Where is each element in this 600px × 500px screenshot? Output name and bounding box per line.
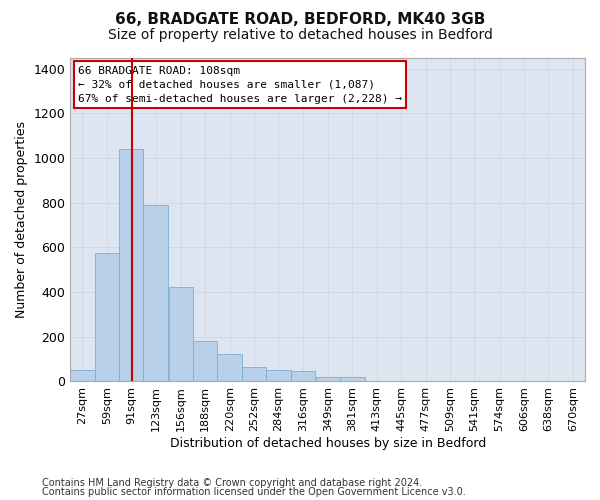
Bar [119,149,143,382]
Text: Contains HM Land Registry data © Crown copyright and database right 2024.: Contains HM Land Registry data © Crown c… [42,478,422,488]
Bar [95,253,119,382]
Bar [217,354,242,382]
Text: Contains public sector information licensed under the Open Government Licence v3: Contains public sector information licen… [42,487,466,497]
Bar [290,372,315,382]
Bar [340,377,365,382]
Text: 66 BRADGATE ROAD: 108sqm
← 32% of detached houses are smaller (1,087)
67% of sem: 66 BRADGATE ROAD: 108sqm ← 32% of detach… [78,66,402,104]
Bar [70,370,95,382]
Bar [169,286,193,382]
Bar [193,341,217,382]
Bar [143,205,168,382]
Bar [242,367,266,382]
Y-axis label: Number of detached properties: Number of detached properties [15,121,28,318]
X-axis label: Distribution of detached houses by size in Bedford: Distribution of detached houses by size … [170,437,486,450]
Text: Size of property relative to detached houses in Bedford: Size of property relative to detached ho… [107,28,493,42]
Bar [316,376,340,382]
Text: 66, BRADGATE ROAD, BEDFORD, MK40 3GB: 66, BRADGATE ROAD, BEDFORD, MK40 3GB [115,12,485,28]
Bar [266,370,290,382]
